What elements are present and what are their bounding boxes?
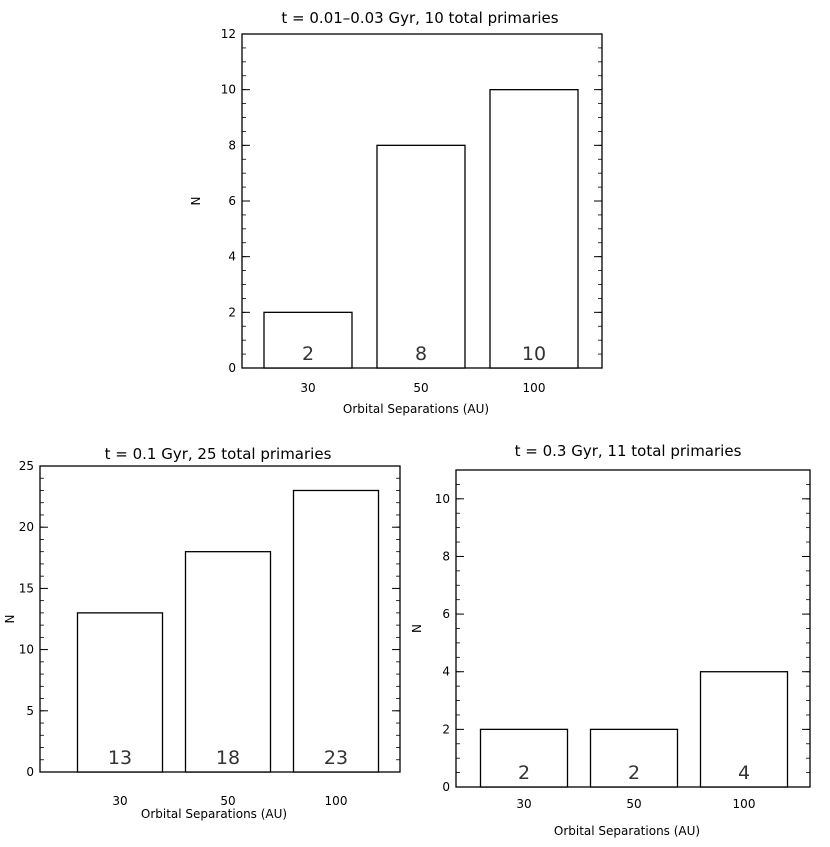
y-axis-label: N xyxy=(3,615,17,624)
y-tick-label: 2 xyxy=(442,722,450,736)
x-tick-label: 30 xyxy=(300,381,315,395)
bar-value-label: 8 xyxy=(415,343,427,365)
y-tick-label: 10 xyxy=(19,643,34,657)
bar-30 xyxy=(263,311,353,369)
bar-50 xyxy=(589,728,679,788)
x-tick-label: 30 xyxy=(516,797,531,811)
bar-value-label: 10 xyxy=(522,343,546,365)
y-tick-label: 2 xyxy=(228,305,236,319)
bar-30 xyxy=(479,728,569,788)
chart-title: t = 0.1 Gyr, 25 total primaries xyxy=(105,445,332,463)
bar-value-label: 4 xyxy=(738,762,750,784)
y-tick-label: 15 xyxy=(19,581,34,595)
y-tick-label: 4 xyxy=(442,665,450,679)
x-tick-label: 100 xyxy=(325,794,348,808)
bar-100 xyxy=(292,489,380,773)
x-axis-label: Orbital Separations (AU) xyxy=(554,824,700,838)
y-tick-label: 10 xyxy=(435,492,450,506)
bar-value-label: 13 xyxy=(108,747,132,769)
chart-panel-1: t = 0.01–0.03 Gyr, 10 total primaries 0 2 4… xyxy=(189,9,603,416)
bar-value-label: 2 xyxy=(518,762,530,784)
y-axis-label: N xyxy=(189,197,203,206)
bar-30 xyxy=(76,612,164,773)
y-tick-label: 6 xyxy=(228,194,236,208)
chart-panel-2: t = 0.1 Gyr, 25 total primaries 0 5 10 15 20 2… xyxy=(3,445,401,821)
bar-value-label: 23 xyxy=(324,747,348,769)
chart-title: t = 0.01–0.03 Gyr, 10 total primaries xyxy=(281,9,558,27)
bar-50 xyxy=(184,551,272,773)
x-tick-label: 50 xyxy=(413,381,428,395)
bar-value-label: 2 xyxy=(628,762,640,784)
chart-title: t = 0.3 Gyr, 11 total primaries xyxy=(515,442,742,460)
y-tick-label: 20 xyxy=(19,520,34,534)
x-tick-label: 30 xyxy=(112,794,127,808)
y-tick-label: 8 xyxy=(228,138,236,152)
bar-value-label: 18 xyxy=(216,747,240,769)
y-tick-label: 4 xyxy=(228,250,236,264)
y-tick-label: 8 xyxy=(442,549,450,563)
y-tick-label: 0 xyxy=(442,780,450,794)
y-tick-label: 0 xyxy=(26,765,34,779)
chart-panel-3: t = 0.3 Gyr, 11 total primaries 0 2 4 6 8 10 N 2… xyxy=(410,442,811,838)
x-axis-label: Orbital Separations (AU) xyxy=(141,807,287,821)
x-tick-label: 50 xyxy=(220,794,235,808)
bar-100 xyxy=(489,89,579,369)
bar-value-label: 2 xyxy=(302,343,314,365)
y-tick-label: 5 xyxy=(26,704,34,718)
x-tick-label: 100 xyxy=(733,797,756,811)
y-tick-label: 10 xyxy=(221,83,236,97)
x-tick-label: 50 xyxy=(626,797,641,811)
bar-50 xyxy=(376,144,466,369)
y-tick-label: 12 xyxy=(221,27,236,41)
y-tick-label: 0 xyxy=(228,361,236,375)
x-axis-label: Orbital Separations (AU) xyxy=(343,402,489,416)
y-tick-label: 6 xyxy=(442,607,450,621)
y-tick-label: 25 xyxy=(19,459,34,473)
bar-100 xyxy=(699,671,789,788)
y-axis-label: N xyxy=(410,624,424,633)
x-tick-label: 100 xyxy=(523,381,546,395)
